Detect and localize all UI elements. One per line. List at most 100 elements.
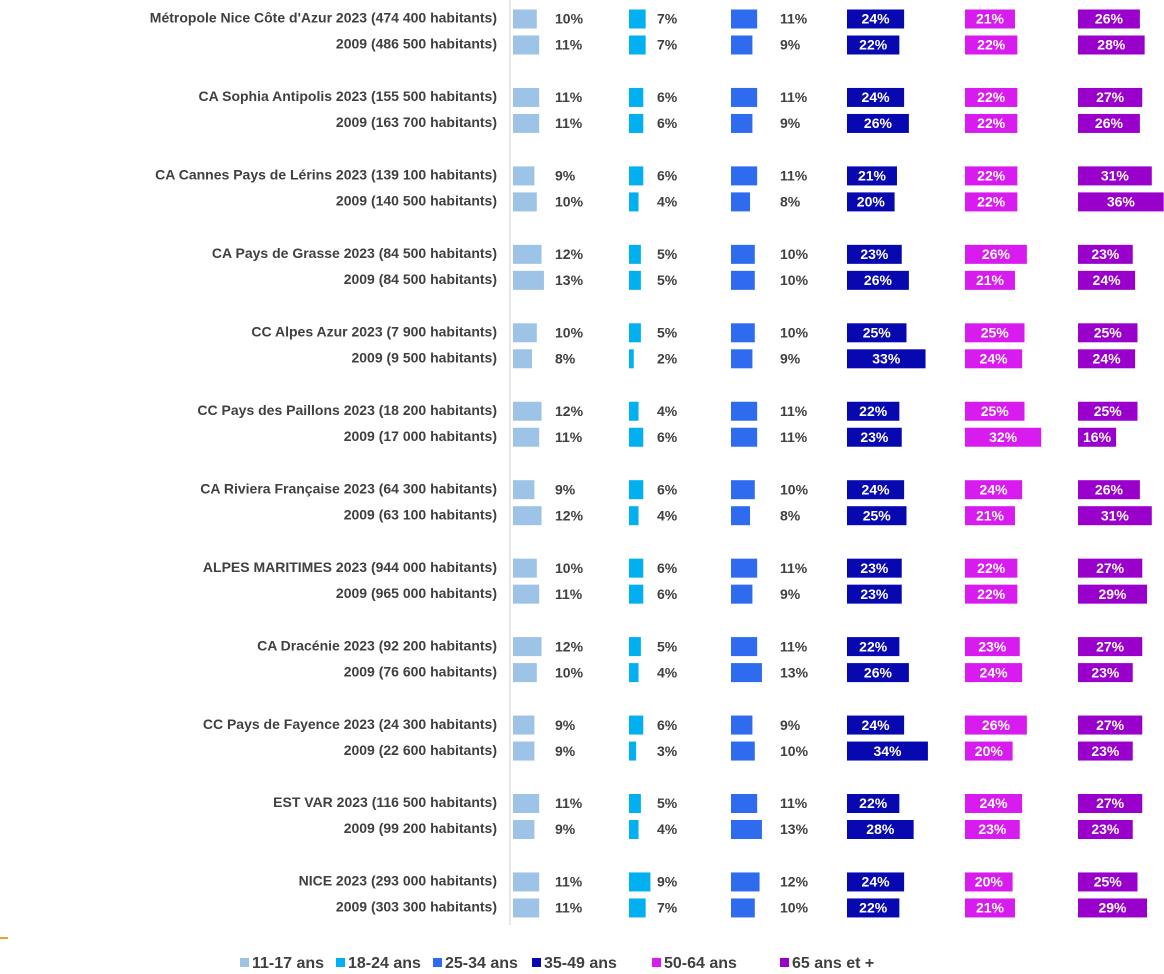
value-label: 6% (657, 560, 678, 576)
value-label: 22% (977, 115, 1006, 131)
bar (513, 898, 540, 918)
bar (513, 741, 535, 761)
bar (513, 715, 535, 735)
value-label: 26% (1095, 115, 1124, 131)
bar (965, 663, 1023, 683)
bar (513, 637, 542, 657)
bar (513, 166, 535, 186)
value-label: 25% (981, 403, 1010, 419)
value-label: 11% (780, 429, 808, 445)
value-label: 27% (1096, 560, 1125, 576)
bar (965, 741, 1013, 761)
bar (847, 715, 905, 735)
bar (629, 506, 639, 526)
value-label: 10% (555, 560, 584, 576)
bar (965, 323, 1025, 343)
bar (1078, 35, 1145, 55)
bar (629, 166, 644, 186)
value-label: 10% (780, 246, 809, 262)
bar (965, 584, 1018, 604)
bar (731, 9, 758, 29)
value-label: 21% (976, 11, 1005, 27)
bar (847, 349, 926, 369)
value-label: 9% (780, 115, 801, 131)
bar (847, 270, 909, 290)
value-label: 23% (860, 429, 889, 445)
row-label: CA Cannes Pays de Lérins 2023 (139 100 h… (155, 167, 497, 183)
bar (629, 35, 646, 55)
bar (847, 192, 895, 212)
bar (513, 9, 537, 29)
value-label: 6% (657, 586, 678, 602)
value-label: 11% (780, 638, 808, 654)
bar (965, 637, 1020, 657)
bar (1078, 244, 1133, 264)
value-label: 12% (555, 403, 584, 419)
bar (629, 349, 634, 369)
bar (629, 794, 641, 813)
value-label: 22% (977, 560, 1006, 576)
bar (513, 35, 540, 55)
bar (847, 794, 900, 813)
bar (847, 401, 900, 421)
value-label: 5% (657, 272, 678, 288)
bar (513, 820, 535, 839)
bar (629, 820, 639, 839)
value-label: 5% (657, 795, 678, 811)
row-label: CC Pays des Paillons 2023 (18 200 habita… (197, 402, 497, 418)
value-label: 28% (866, 821, 895, 837)
value-label: 21% (976, 272, 1005, 288)
value-label: 22% (859, 638, 888, 654)
bar (731, 349, 753, 369)
value-label: 10% (780, 743, 809, 759)
value-label: 23% (1091, 246, 1120, 262)
value-label: 27% (1096, 638, 1125, 654)
bar (965, 192, 1018, 212)
bar (965, 166, 1018, 186)
bar (731, 872, 760, 892)
bar (731, 113, 753, 133)
bar (847, 872, 905, 892)
legend-swatch (652, 958, 661, 967)
bar (629, 87, 644, 107)
bar (847, 9, 905, 29)
legend-label: 35-49 ans (544, 955, 617, 972)
value-label: 8% (555, 351, 576, 367)
value-label: 26% (864, 272, 893, 288)
legend-label: 65 ans et + (792, 955, 874, 972)
value-label: 13% (555, 272, 584, 288)
value-label: 20% (857, 194, 886, 210)
bar (513, 558, 537, 578)
bar (731, 401, 758, 421)
value-label: 10% (780, 325, 809, 341)
bar (731, 270, 755, 290)
bar (731, 506, 751, 526)
value-label: 25% (1094, 874, 1123, 890)
legend-swatch (336, 958, 345, 967)
bar (629, 741, 637, 761)
value-label: 33% (872, 351, 901, 367)
bar (731, 820, 762, 839)
value-label: 32% (989, 429, 1018, 445)
value-label: 12% (555, 638, 584, 654)
value-label: 22% (859, 900, 888, 916)
legend-swatch (240, 958, 249, 967)
bar (1078, 794, 1143, 813)
value-label: 26% (864, 664, 893, 680)
bar (513, 323, 537, 343)
row-label: 2009 (303 300 habitants) (336, 899, 497, 915)
bar (629, 244, 641, 264)
bar (731, 715, 753, 735)
value-label: 11% (555, 429, 583, 445)
value-label: 6% (657, 717, 678, 733)
bar (847, 663, 909, 683)
bar (629, 558, 644, 578)
value-label: 31% (1101, 507, 1130, 523)
value-label: 4% (657, 507, 678, 523)
bar (513, 87, 540, 107)
value-label: 10% (780, 481, 809, 497)
value-label: 28% (1097, 37, 1126, 53)
bar (847, 480, 905, 500)
value-label: 26% (1095, 11, 1124, 27)
